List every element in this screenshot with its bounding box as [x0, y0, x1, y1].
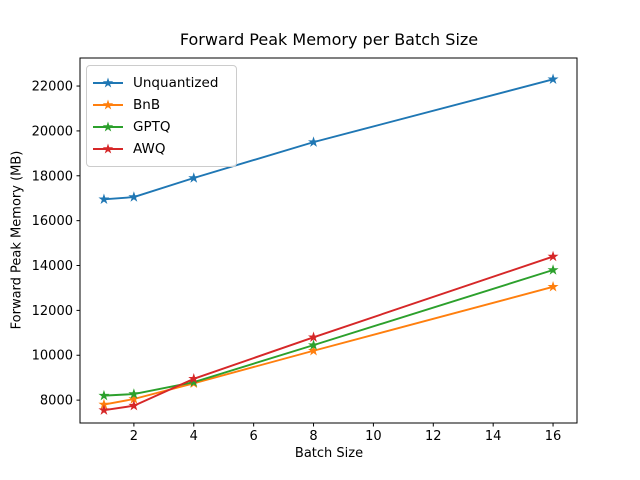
svg-text:20000: 20000: [32, 124, 73, 139]
legend-item-awq: AWQ: [93, 138, 228, 160]
x-axis-label: Batch Size: [294, 446, 364, 461]
legend-label: GPTQ: [133, 119, 171, 135]
svg-text:22000: 22000: [32, 80, 73, 95]
legend-label: BnB: [133, 97, 161, 113]
legend-line-star-icon: [93, 77, 123, 88]
svg-text:8: 8: [309, 429, 317, 444]
legend-line-star-icon: [93, 121, 123, 132]
y-axis-label: Forward Peak Memory (MB): [9, 150, 25, 330]
svg-text:12: 12: [425, 429, 442, 444]
svg-text:14: 14: [485, 429, 502, 444]
chart-title: Forward Peak Memory per Batch Size: [179, 30, 479, 49]
legend-label: Unquantized: [133, 75, 219, 91]
svg-text:18000: 18000: [32, 169, 73, 184]
legend-line-star-icon: [93, 143, 123, 154]
svg-text:10000: 10000: [32, 349, 73, 364]
svg-text:8000: 8000: [40, 394, 73, 409]
legend-item-unquantized: Unquantized: [93, 72, 228, 94]
svg-text:10: 10: [365, 429, 382, 444]
legend-item-gptq: GPTQ: [93, 116, 228, 138]
svg-text:6: 6: [250, 429, 258, 444]
legend-item-bnb: BnB: [93, 94, 228, 116]
svg-text:16: 16: [545, 429, 562, 444]
legend-label: AWQ: [133, 141, 166, 157]
svg-text:14000: 14000: [32, 259, 73, 274]
svg-text:16000: 16000: [32, 214, 73, 229]
svg-text:2: 2: [130, 429, 138, 444]
svg-text:4: 4: [190, 429, 198, 444]
legend: Unquantized BnB GPTQ AWQ: [86, 65, 237, 167]
legend-line-star-icon: [93, 99, 123, 110]
svg-text:12000: 12000: [32, 304, 73, 319]
